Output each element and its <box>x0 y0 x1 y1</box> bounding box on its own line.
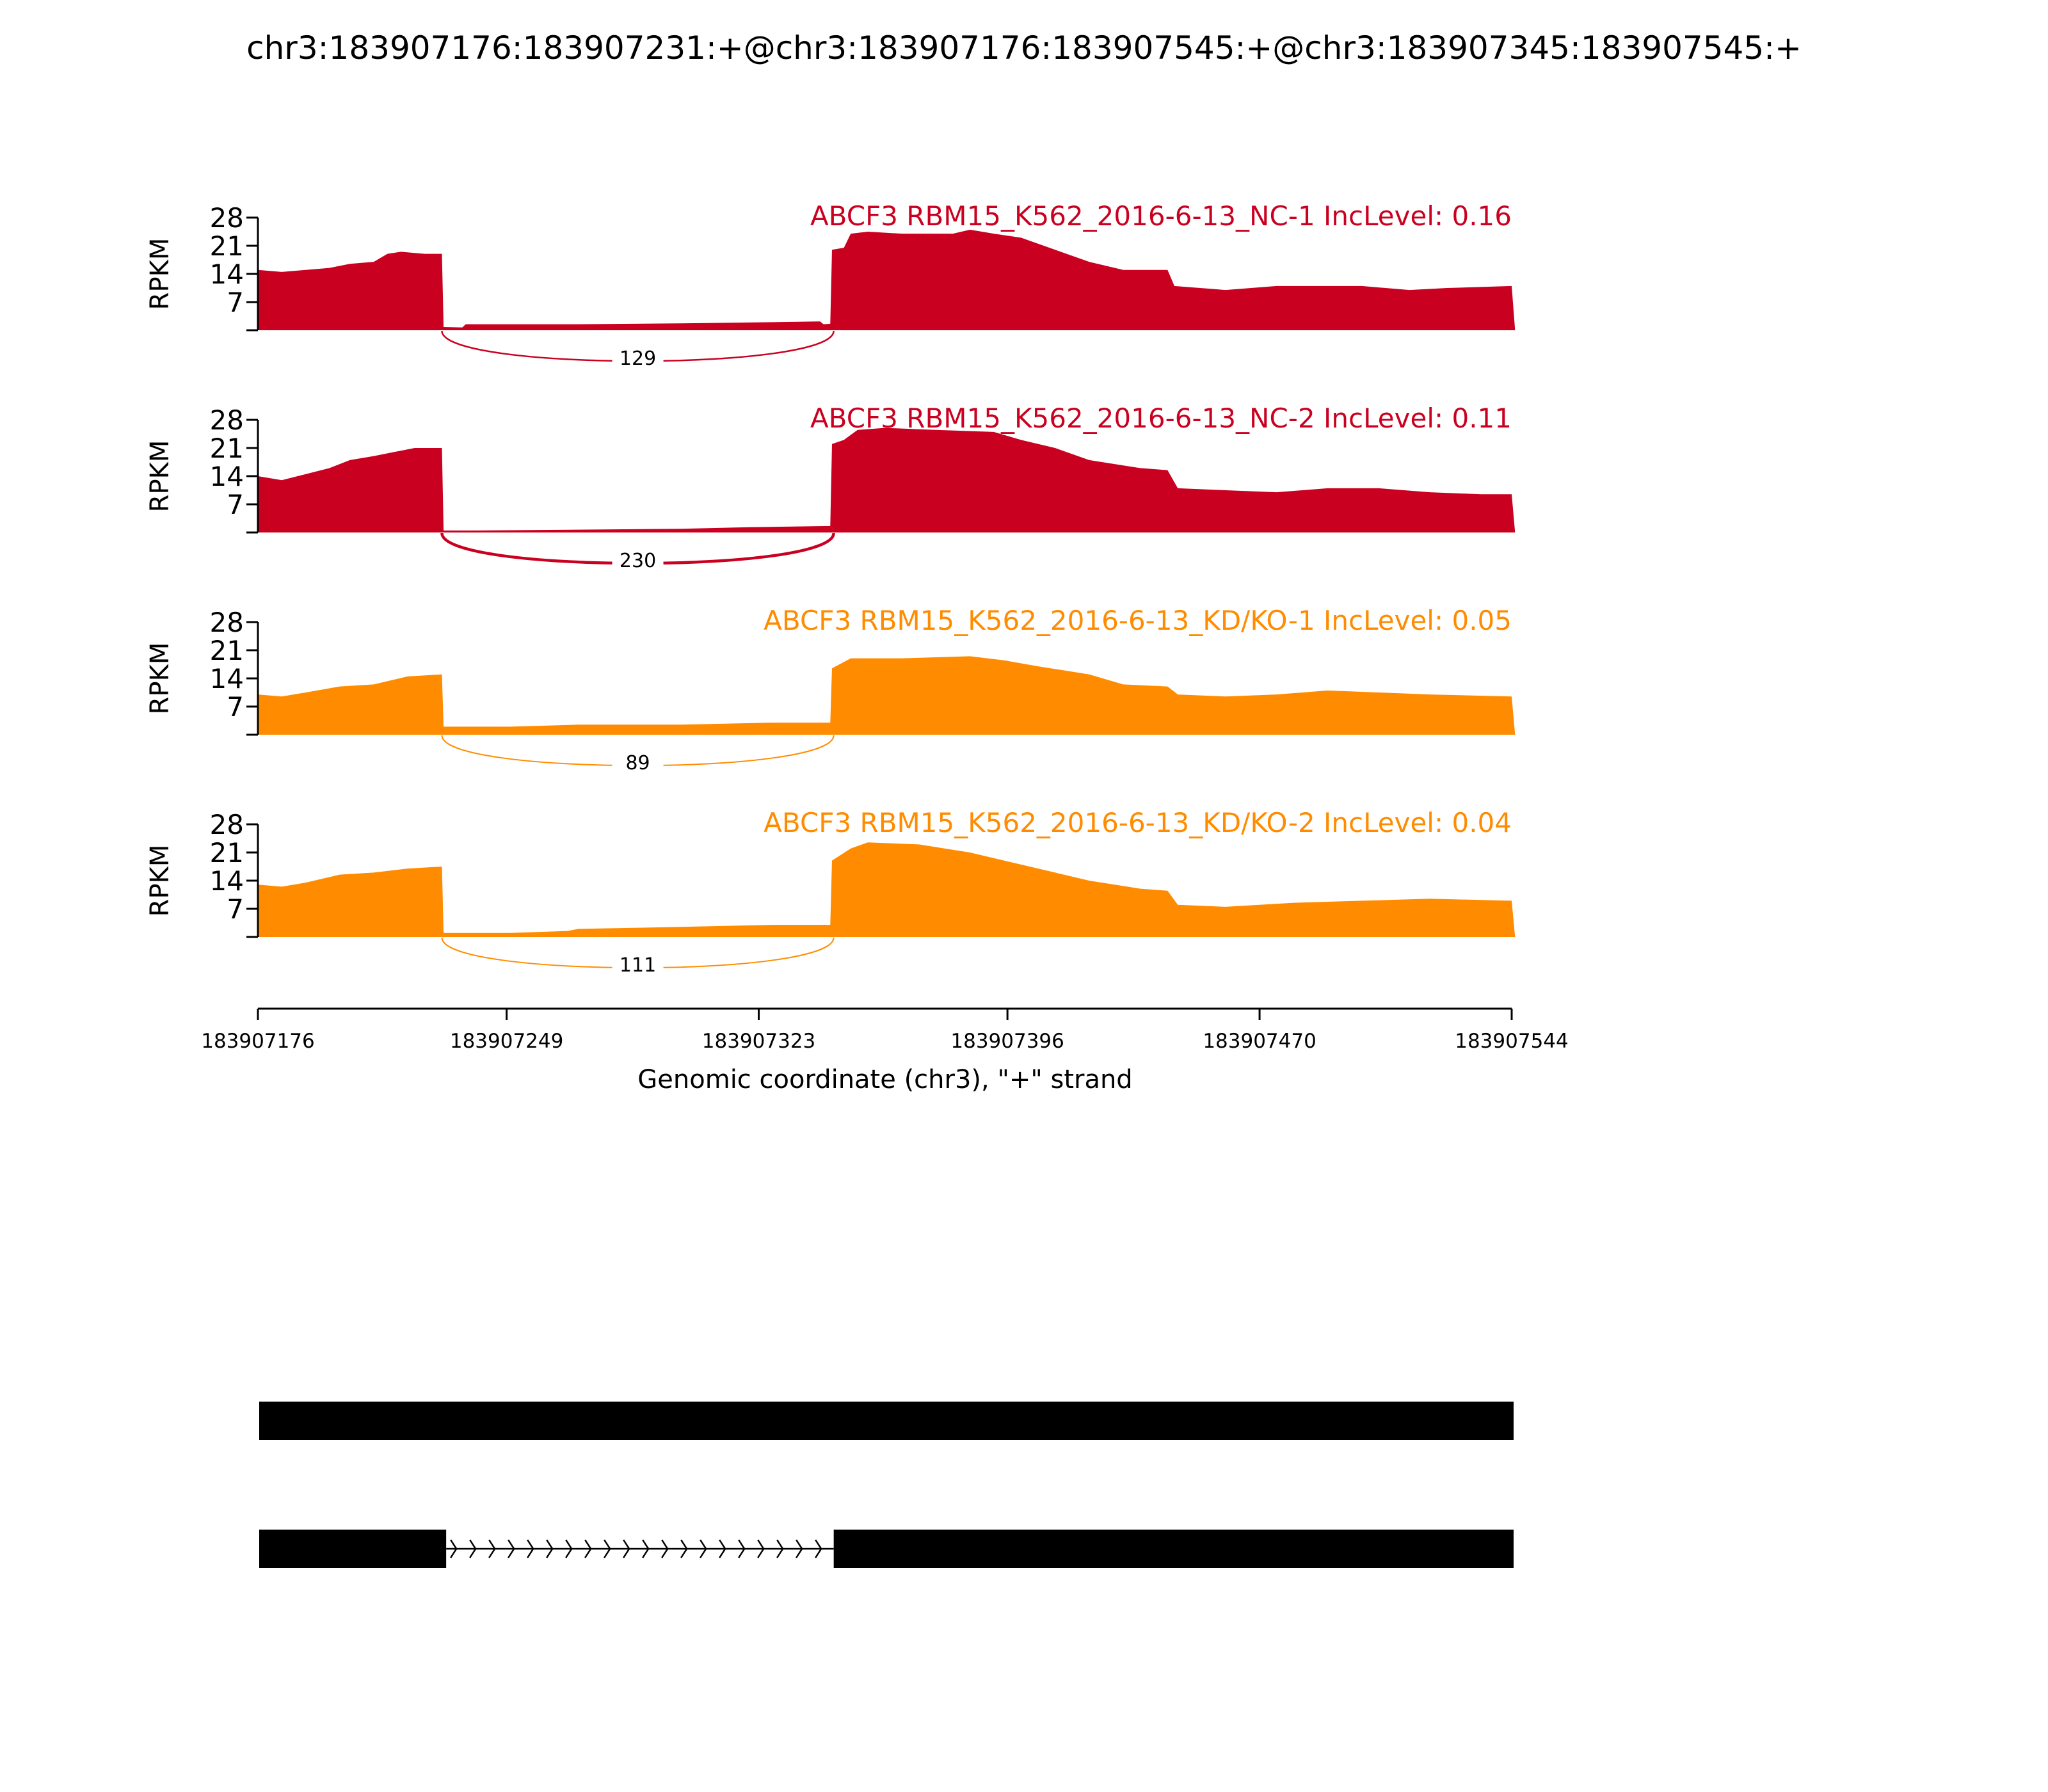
y-tick-label: 21 <box>210 433 244 464</box>
intron-arrow <box>642 1539 650 1558</box>
y-axis-label: RPKM <box>145 845 175 917</box>
gene-models <box>259 1402 1514 1568</box>
y-tick-label: 21 <box>210 230 244 262</box>
intron-arrow <box>546 1539 554 1558</box>
gene-model-2 <box>259 1530 1514 1568</box>
sample-label: ABCF3 RBM15_K562_2016-6-13_NC-2 IncLevel… <box>810 403 1512 434</box>
coverage-area <box>258 229 1516 330</box>
junction-count-box <box>612 548 664 573</box>
y-tick-label: 14 <box>210 663 244 694</box>
y-tick-label: 28 <box>210 202 244 234</box>
y-tick-label: 21 <box>210 837 244 868</box>
x-tick-label: 183907176 <box>201 1030 315 1053</box>
y-tick-label: 28 <box>210 607 244 638</box>
intron-arrow <box>776 1539 784 1558</box>
intron-arrow <box>527 1539 534 1558</box>
junction-count-box <box>612 952 664 978</box>
intron-arrow <box>661 1539 669 1558</box>
intron-arrow <box>700 1539 707 1558</box>
x-tick-label: 183907249 <box>450 1030 564 1053</box>
y-tick-label: 21 <box>210 635 244 666</box>
junction-count-box <box>612 346 664 371</box>
intron-arrow <box>508 1539 515 1558</box>
intron-arrow <box>488 1539 496 1558</box>
junction-count: 230 <box>620 550 656 572</box>
gene-model-1 <box>259 1402 1514 1440</box>
coverage-area <box>258 428 1516 532</box>
coverage-area <box>258 656 1516 735</box>
intron-arrow <box>623 1539 630 1558</box>
x-axis: 183907176 183907249 183907323 183907396 1839… <box>201 1007 1569 1094</box>
x-tick-label: 183907470 <box>1203 1030 1316 1053</box>
y-axis-label: RPKM <box>145 440 175 513</box>
junction-count-box <box>612 750 664 776</box>
sample-label: ABCF3 RBM15_K562_2016-6-13_KD/KO-1 IncLe… <box>764 605 1512 636</box>
intron-arrow <box>719 1539 726 1558</box>
sample-label: ABCF3 RBM15_K562_2016-6-13_KD/KO-2 IncLe… <box>764 807 1512 838</box>
x-tick-label: 183907544 <box>1455 1030 1569 1053</box>
intron-arrow <box>604 1539 611 1558</box>
intron-arrow <box>584 1539 592 1558</box>
x-tick-label: 183907396 <box>950 1030 1064 1053</box>
sample-label: ABCF3 RBM15_K562_2016-6-13_NC-1 IncLevel… <box>810 200 1512 232</box>
intron-arrow <box>757 1539 765 1558</box>
intron-arrow <box>680 1539 688 1558</box>
exon <box>833 1530 1514 1568</box>
y-tick-label: 14 <box>210 259 244 290</box>
intron-arrow <box>565 1539 573 1558</box>
x-tick-label: 183907323 <box>702 1030 816 1053</box>
exon <box>259 1402 1514 1440</box>
exon <box>259 1530 447 1568</box>
x-axis-label: Genomic coordinate (chr3), "+" strand <box>637 1065 1132 1094</box>
y-axis-label: RPKM <box>145 643 175 715</box>
y-tick-label: 7 <box>227 489 244 520</box>
y-tick-label: 7 <box>227 893 244 925</box>
figure-title: chr3:183907176:183907231:+@chr3:18390717… <box>246 29 1802 67</box>
y-tick-label: 7 <box>227 691 244 723</box>
junction-count: 111 <box>620 954 656 977</box>
intron-arrow <box>450 1539 458 1558</box>
y-axis-label: RPKM <box>145 238 175 310</box>
junction-count: 129 <box>620 348 656 370</box>
y-tick-label: 28 <box>210 404 244 436</box>
y-tick-label: 14 <box>210 865 244 897</box>
coverage-area <box>258 842 1516 937</box>
intron-arrow <box>796 1539 803 1558</box>
intron-arrow <box>738 1539 746 1558</box>
intron-arrow <box>469 1539 477 1558</box>
y-tick-label: 28 <box>210 809 244 840</box>
junction-count: 89 <box>625 752 650 774</box>
y-tick-label: 7 <box>227 287 244 318</box>
intron-arrow <box>815 1539 822 1558</box>
y-tick-label: 14 <box>210 461 244 492</box>
x-axis-ticks: 183907176 183907249 183907323 183907396 1839… <box>201 1009 1569 1053</box>
